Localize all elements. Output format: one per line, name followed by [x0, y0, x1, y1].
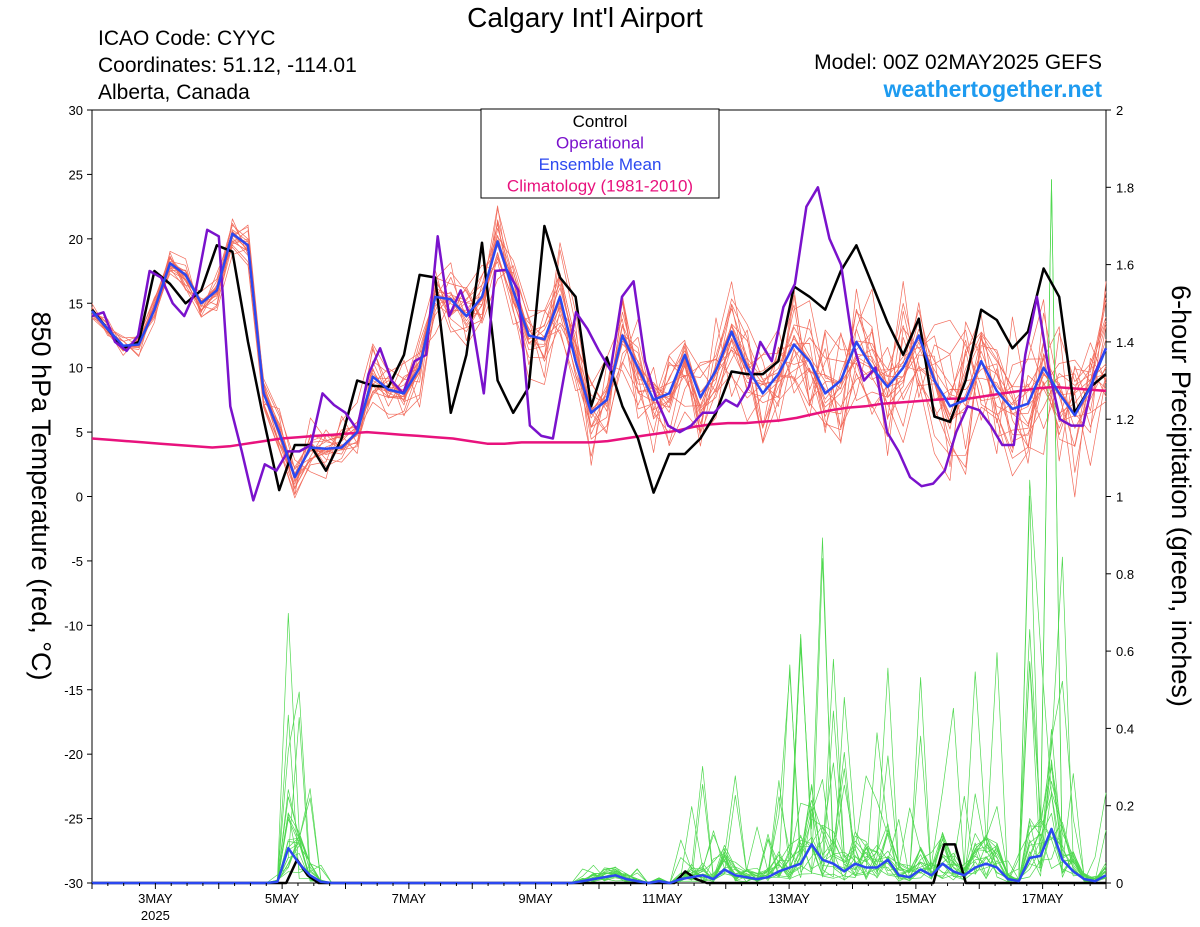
ensemble-precip-member	[92, 637, 1107, 884]
left-tick-label: 0	[76, 490, 83, 505]
left-tick-label: 5	[76, 425, 83, 440]
right-tick-label: 1.6	[1116, 258, 1134, 273]
ensemble-mean-temp-line	[91, 232, 1108, 479]
ensemble-precip-member	[92, 658, 1107, 884]
right-tick-label: 1	[1116, 490, 1123, 505]
left-tick-label: -20	[64, 747, 83, 762]
legend-entry: Control	[573, 112, 628, 131]
icao-code: ICAO Code: CYYC	[98, 27, 276, 50]
plot-frame	[91, 109, 1107, 884]
legend-box	[480, 108, 720, 199]
operational-temp-line	[91, 186, 1108, 502]
right-tick-label: 0.8	[1116, 567, 1134, 582]
left-tick-label: -10	[64, 618, 83, 633]
ensemble-precip-member	[92, 495, 1107, 884]
model-run: Model: 00Z 02MAY2025 GEFS	[814, 51, 1102, 74]
highlighted-series	[91, 186, 1108, 885]
ensemble-precip-member	[92, 671, 1107, 884]
x-tick-label: 17MAY	[1022, 891, 1064, 906]
right-tick-label: 2	[1116, 103, 1123, 118]
ensemble-temp-member	[91, 224, 1107, 469]
axes: 302520151050-5-10-15-20-25-3021.81.61.41…	[26, 103, 1196, 923]
ensemble-precip-member	[92, 479, 1107, 884]
x-tick-label: 7MAY	[392, 891, 427, 906]
legend-entry: Climatology (1981-2010)	[507, 177, 693, 196]
ensemble-temp-member	[91, 246, 1107, 495]
control-temp-line	[91, 224, 1107, 494]
x-tick-label: 3MAY	[138, 891, 173, 906]
climatology-line	[91, 385, 1107, 449]
right-tick-label: 1.8	[1116, 180, 1134, 195]
left-tick-label: -25	[64, 812, 83, 827]
legend: Control Operational Ensemble Mean Climatolo…	[480, 108, 720, 199]
left-tick-label: -15	[64, 683, 83, 698]
right-axis-title: 6-hour Precipitation (green, inches)	[1166, 285, 1196, 707]
ensemble-precip-members	[92, 179, 1107, 884]
legend-entry: Ensemble Mean	[539, 155, 662, 174]
x-tick-label: 11MAY	[642, 891, 683, 906]
left-tick-label: 25	[69, 167, 83, 182]
ensemble-temp-member	[91, 224, 1107, 498]
left-tick-label: -5	[71, 554, 83, 569]
left-tick-label: -30	[64, 876, 83, 891]
region: Alberta, Canada	[98, 81, 250, 104]
ensemble-temp-member	[91, 222, 1107, 489]
left-tick-label: 10	[69, 361, 83, 376]
x-tick-label: 15MAY	[895, 891, 937, 906]
ensemble-precip-member	[92, 788, 1107, 884]
chart-title: Calgary Int'l Airport	[467, 2, 703, 33]
ensemble-precip-member	[92, 667, 1107, 884]
x-tick-label: 5MAY	[265, 891, 300, 906]
left-tick-label: 20	[69, 232, 83, 247]
ensemble-precip-member	[92, 179, 1107, 884]
right-tick-label: 1.2	[1116, 412, 1134, 427]
right-tick-label: 0.2	[1116, 799, 1134, 814]
right-tick-label: 0	[1116, 876, 1123, 891]
ensemble-precip-member	[92, 612, 1107, 884]
ensemble-mean-precip-line	[92, 827, 1107, 885]
ensemble-precip-member	[92, 179, 1107, 884]
left-tick-label: 15	[69, 296, 83, 311]
site-link[interactable]: weathertogether.net	[883, 76, 1102, 102]
right-tick-label: 1.4	[1116, 335, 1134, 350]
coordinates: Coordinates: 51.12, -114.01	[98, 54, 357, 77]
legend-entry: Operational	[556, 134, 644, 153]
right-tick-label: 0.4	[1116, 721, 1134, 736]
x-tick-label: 9MAY	[518, 891, 553, 906]
year-label: 2025	[141, 908, 170, 923]
ensemble-precip-member	[92, 662, 1107, 884]
left-axis-title: 850 hPa Temperature (red, °C)	[26, 312, 56, 681]
right-tick-label: 0.6	[1116, 644, 1134, 659]
left-tick-label: 30	[69, 103, 83, 118]
x-tick-label: 13MAY	[768, 891, 810, 906]
